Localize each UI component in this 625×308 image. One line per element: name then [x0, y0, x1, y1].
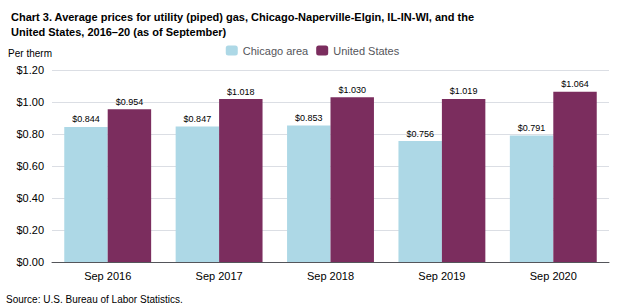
svg-text:$0.853: $0.853 — [295, 113, 323, 123]
svg-text:Sep 2016: Sep 2016 — [84, 270, 131, 282]
svg-text:$1.064: $1.064 — [561, 79, 589, 89]
svg-text:$0.60: $0.60 — [16, 160, 44, 172]
svg-text:$1.00: $1.00 — [16, 96, 44, 108]
svg-text:$0.844: $0.844 — [72, 114, 100, 124]
svg-text:Chicago area: Chicago area — [243, 45, 309, 57]
svg-text:$0.954: $0.954 — [116, 97, 144, 107]
svg-text:$0.847: $0.847 — [184, 114, 212, 124]
svg-text:Sep 2019: Sep 2019 — [418, 270, 465, 282]
svg-text:United States, 2016–20 (as of: United States, 2016–20 (as of September) — [11, 26, 227, 38]
svg-text:Sep 2020: Sep 2020 — [530, 270, 577, 282]
svg-text:United States: United States — [333, 45, 400, 57]
svg-text:$1.018: $1.018 — [227, 87, 255, 97]
svg-text:$1.20: $1.20 — [16, 64, 44, 76]
svg-text:$1.030: $1.030 — [338, 85, 366, 95]
svg-text:Sep 2018: Sep 2018 — [307, 270, 354, 282]
svg-text:Chart 3. Average prices for ut: Chart 3. Average prices for utility (pip… — [11, 11, 474, 23]
svg-text:$0.80: $0.80 — [16, 128, 44, 140]
svg-text:$0.00: $0.00 — [16, 256, 44, 268]
svg-text:$0.40: $0.40 — [16, 192, 44, 204]
svg-text:Source: U.S. Bureau of Labor S: Source: U.S. Bureau of Labor Statistics. — [6, 294, 183, 305]
svg-text:$0.20: $0.20 — [16, 224, 44, 236]
svg-text:Sep 2017: Sep 2017 — [196, 270, 243, 282]
svg-text:$0.756: $0.756 — [406, 129, 434, 139]
svg-text:Per therm: Per therm — [8, 48, 52, 59]
svg-text:$1.019: $1.019 — [450, 86, 478, 96]
svg-text:$0.791: $0.791 — [518, 123, 546, 133]
